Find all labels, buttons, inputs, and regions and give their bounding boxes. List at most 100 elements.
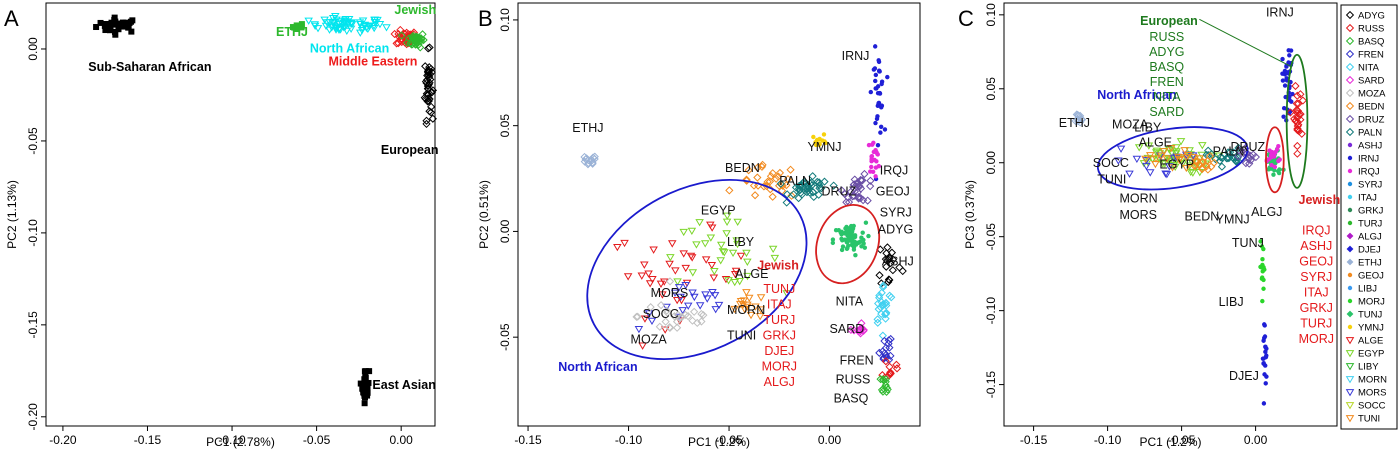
european-population-label: RUSS (1149, 30, 1184, 44)
data-point (331, 12, 340, 21)
data-point (822, 139, 827, 144)
legend-entry: FREN (1345, 50, 1384, 61)
population-label: BEDN (725, 161, 760, 175)
series-european (1286, 81, 1307, 158)
data-point (687, 227, 697, 236)
population-label: BEDN (1185, 209, 1220, 223)
jewish-population-label: TURJ (763, 313, 795, 327)
data-point (1293, 149, 1302, 158)
data-point (1272, 168, 1277, 173)
data-point (1251, 152, 1260, 162)
data-point (866, 182, 875, 191)
x-tick-label: -0.10 (615, 433, 643, 447)
legend-entry: SYRJ (1347, 180, 1383, 191)
data-point (406, 39, 415, 48)
y-axis-label: PC2 (1.13%) (5, 180, 19, 249)
data-point (850, 226, 856, 231)
data-point (842, 231, 848, 236)
population-label: PALN (1213, 144, 1245, 158)
data-point (361, 381, 368, 388)
population-label: EGYP (1159, 158, 1194, 172)
data-point (794, 194, 803, 203)
legend-marker (1345, 101, 1355, 111)
data-point (661, 317, 670, 326)
legend-entry: YMNJ (1347, 323, 1384, 334)
legend-entry: ITAJ (1347, 193, 1377, 204)
data-point (1260, 257, 1265, 262)
data-point (690, 307, 699, 316)
legend-marker (1345, 363, 1355, 371)
series-adyg (875, 243, 907, 288)
data-point (881, 255, 890, 264)
series-north-african (613, 221, 746, 350)
data-point (778, 181, 787, 190)
data-point (662, 303, 671, 311)
data-point (688, 289, 697, 297)
data-point (895, 263, 904, 272)
data-point (304, 17, 313, 25)
jewish-population-label: ASHJ (1300, 239, 1332, 253)
data-point (1282, 83, 1288, 88)
data-point (749, 181, 759, 190)
population-label: DJEJ (1229, 369, 1259, 383)
y-tick-label: -0.10 (984, 297, 998, 325)
data-point (710, 267, 719, 276)
x-axis-label: PC1 (1.2%) (1139, 435, 1201, 449)
data-point (700, 240, 710, 248)
legend-entry: SOCC (1345, 401, 1386, 412)
data-point (690, 293, 699, 302)
data-point (883, 385, 892, 394)
data-point (1293, 141, 1302, 151)
data-point (881, 314, 890, 323)
data-point (321, 22, 331, 31)
data-point (672, 297, 682, 305)
jewish-population-label: GRKJ (763, 328, 796, 342)
data-point (1224, 153, 1234, 163)
legend-label: GEOJ (1358, 271, 1384, 282)
data-point (882, 262, 891, 271)
data-point (365, 379, 372, 386)
data-point (783, 174, 793, 184)
data-point (814, 190, 823, 199)
group-label: North African (310, 42, 389, 56)
data-point (854, 192, 863, 202)
data-point (718, 248, 728, 256)
legend-entry: MORS (1345, 388, 1387, 399)
data-point (789, 190, 798, 199)
panel-C: C -0.15 -0.10 -0.05 0.00 0.10 0.05 0.00 -0.05 -0.… (958, 2, 1398, 449)
data-point (677, 312, 686, 322)
legend-marker (1347, 220, 1353, 226)
data-point (101, 22, 108, 29)
jewish-population-label: MORJ (1299, 332, 1334, 346)
data-point (1182, 164, 1191, 173)
legend-marker (1347, 207, 1353, 213)
data-point (1246, 151, 1255, 160)
y-tick-label: -0.15 (26, 311, 40, 339)
data-point (1116, 145, 1126, 153)
data-point (336, 26, 345, 34)
series-djej (1260, 322, 1269, 406)
data-point (730, 305, 739, 314)
data-point (875, 84, 881, 89)
y-axis-label: PC3 (0.37%) (963, 180, 977, 249)
data-point (1232, 157, 1241, 166)
data-point (873, 165, 879, 170)
legend-label: BASQ (1358, 37, 1384, 48)
x-tick-label: 0.00 (818, 433, 842, 447)
data-point (850, 243, 856, 248)
data-point (875, 293, 884, 302)
data-point (1297, 129, 1306, 138)
y-tick-label: 0.00 (498, 219, 512, 243)
data-point (111, 28, 118, 35)
data-point (623, 273, 633, 281)
population-label: MOZA (1112, 118, 1149, 132)
legend-label: FREN (1358, 50, 1384, 61)
data-point (1145, 152, 1155, 160)
data-point (638, 342, 647, 350)
legend-label: LIBY (1358, 362, 1379, 373)
data-point (665, 277, 675, 286)
data-point (742, 175, 751, 184)
data-point (1165, 163, 1174, 171)
legend-label: ASHJ (1358, 141, 1383, 152)
